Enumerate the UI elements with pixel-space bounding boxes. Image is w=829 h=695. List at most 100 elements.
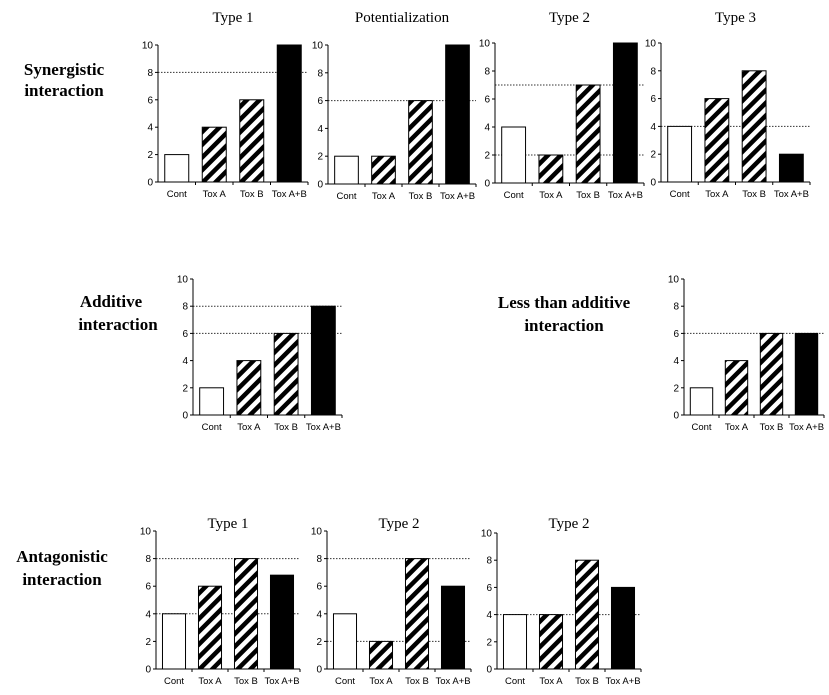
x-tick-label: Tox A+B	[605, 676, 640, 687]
row-label-less-than-additive: Less than additive interaction	[498, 293, 631, 335]
x-tick-label: Tox B	[760, 422, 784, 433]
y-tick-label: 4	[145, 609, 151, 620]
chart-title: Type 2	[378, 516, 419, 532]
row-label-synergistic: Synergistic interaction	[24, 60, 105, 100]
y-tick-label: 2	[486, 637, 492, 648]
x-tick-label: Cont	[167, 189, 187, 200]
y-tick-label: 10	[312, 41, 324, 52]
y-tick-label: 8	[316, 554, 322, 565]
y-tick-label: 8	[147, 68, 153, 79]
bar	[161, 613, 187, 670]
chart-title: Type 1	[207, 516, 248, 532]
y-tick-label: 6	[145, 582, 151, 593]
y-tick-label: 2	[317, 152, 323, 163]
bar	[794, 332, 819, 416]
row-label-additive: Additive interaction	[78, 292, 158, 334]
bar	[233, 558, 259, 670]
x-tick-label: Tox A	[539, 676, 563, 687]
bar	[273, 332, 299, 416]
y-tick-label: 6	[317, 96, 323, 107]
bar	[610, 586, 636, 670]
x-tick-label: Tox B	[274, 422, 298, 433]
panel-synergistic-type-3: Cont Tox A Tox B Tox A+B 0 2 4 6 8 10 Type 3	[645, 10, 811, 200]
y-tick-label: 4	[182, 356, 188, 367]
y-tick-label: 4	[673, 356, 679, 367]
bar	[201, 126, 227, 183]
panel-antagonistic-type-2: Cont Tox A Tox B Tox A+B 0 2 4 6 8 10 Type 2	[311, 516, 472, 687]
chart-title: Type 1	[212, 10, 253, 26]
x-tick-label: Tox B	[240, 189, 264, 200]
x-tick-label: Tox A	[203, 189, 227, 200]
bar	[704, 98, 730, 183]
y-tick-label: 6	[486, 583, 492, 594]
y-tick-label: 10	[479, 39, 491, 50]
x-tick-label: Cont	[504, 190, 524, 201]
bar	[502, 614, 528, 670]
bar	[239, 99, 265, 183]
y-tick-label: 4	[650, 122, 656, 133]
chart-title: Type 2	[548, 516, 589, 532]
y-tick-label: 10	[177, 275, 189, 286]
bar	[236, 360, 262, 416]
bar	[199, 387, 225, 416]
panel-additive: Cont Tox A Tox B Tox A+B 0 2 4 6 8 10	[177, 275, 343, 433]
bar	[368, 640, 394, 670]
bar	[778, 153, 804, 183]
x-tick-label: Tox B	[405, 676, 429, 687]
chart-title: Type 3	[715, 10, 756, 26]
y-tick-label: 4	[484, 123, 490, 134]
bar	[574, 559, 600, 670]
y-tick-label: 8	[182, 302, 188, 313]
x-tick-label: Tox A+B	[774, 189, 809, 200]
y-tick-label: 6	[673, 329, 679, 340]
x-tick-label: Tox B	[575, 676, 599, 687]
x-tick-label: Cont	[164, 676, 184, 687]
bar	[404, 558, 430, 670]
y-tick-label: 2	[316, 637, 322, 648]
chart-title: Potentialization	[355, 10, 450, 26]
x-tick-label: Tox A	[725, 422, 749, 433]
bar	[724, 360, 749, 416]
row-label-line: Antagonistic	[16, 547, 108, 566]
x-tick-label: Tox B	[409, 191, 433, 202]
y-tick-label: 2	[182, 383, 188, 394]
bar	[408, 100, 433, 185]
bar	[164, 154, 190, 183]
bar	[310, 305, 336, 416]
row-label-line: Less than additive	[498, 293, 631, 312]
x-tick-label: Cont	[202, 422, 222, 433]
y-tick-label: 4	[486, 610, 492, 621]
bar	[759, 332, 784, 416]
panel-synergistic-type-1: Cont Tox A Tox B Tox A+B 0 2 4 6 8 10 Type 1	[142, 10, 309, 200]
bar	[197, 585, 223, 670]
x-tick-label: Tox A+B	[608, 190, 643, 201]
panel-antagonistic-type-2b: Cont Tox A Tox B Tox A+B 0 2 4 6 8 10 Type 2	[481, 516, 642, 687]
x-tick-label: Tox A	[369, 676, 393, 687]
y-tick-label: 10	[140, 527, 152, 538]
bar	[334, 155, 359, 185]
x-tick-label: Cont	[336, 191, 356, 202]
y-tick-label: 6	[650, 94, 656, 105]
y-tick-label: 2	[147, 150, 153, 161]
y-tick-label: 4	[317, 124, 323, 135]
bar	[741, 70, 767, 183]
y-tick-label: 10	[142, 41, 154, 52]
x-tick-label: Tox A	[198, 676, 222, 687]
y-tick-label: 0	[486, 665, 492, 676]
x-tick-label: Tox A+B	[306, 422, 341, 433]
panel-less-than-additive: Cont Tox A Tox B Tox A+B 0 2 4 6 8 10	[668, 275, 825, 433]
bar	[332, 613, 358, 670]
y-tick-label: 0	[147, 178, 153, 189]
y-tick-label: 10	[481, 529, 493, 540]
bar	[371, 155, 396, 185]
y-tick-label: 6	[316, 582, 322, 593]
x-tick-label: Tox A	[539, 190, 563, 201]
bar	[689, 387, 714, 416]
y-tick-label: 6	[147, 95, 153, 106]
y-tick-label: 8	[650, 66, 656, 77]
y-tick-label: 0	[316, 665, 322, 676]
bar	[538, 614, 564, 670]
x-tick-label: Tox A+B	[272, 189, 307, 200]
y-tick-label: 0	[317, 180, 323, 191]
